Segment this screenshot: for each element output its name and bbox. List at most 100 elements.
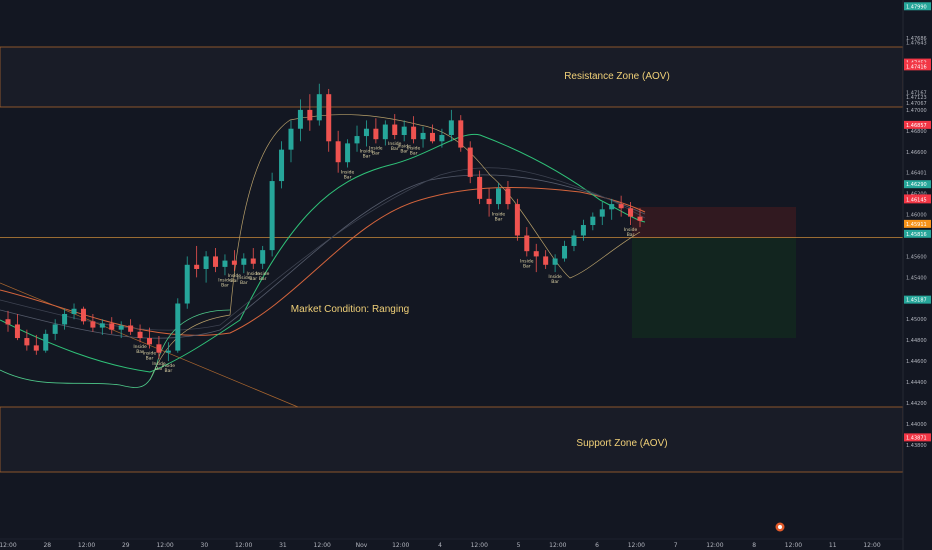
candle-body [411,126,417,140]
candle [514,198,520,241]
time-tick-label: 30 [201,542,209,549]
inside-bar-label: Bar [344,174,352,180]
time-tick-label: 12:00 [78,542,95,549]
price-tick-label: 1.44800 [906,338,927,344]
candle-body [562,245,568,259]
candle-body [543,256,549,265]
position-tool[interactable] [632,207,796,338]
svg-text:1.45816: 1.45816 [906,232,927,238]
resistance-zone: Resistance Zone (AOV) [0,46,904,108]
candle-body [222,260,228,267]
candle [571,230,577,252]
price-badge: 1.47990 [904,2,931,11]
candle-body [231,260,237,265]
time-axis[interactable]: 12:00 28 12:00 29 12:00 30 12:00 31 12:00 Nov 12:0… [0,538,903,549]
price-badge: 1.45911 [904,219,931,228]
price-tick-label: 1.43800 [906,443,927,449]
time-tick-label: 12:00 [471,542,488,549]
time-tick-label: 12:00 [0,542,17,549]
candle [222,254,228,276]
price-tick-label: 1.45400 [906,275,927,281]
candle-body [260,250,266,264]
inside-bar-label: Bar [372,150,380,156]
candle-body [477,176,483,199]
price-tick-label: 1.44200 [906,401,927,407]
candle-body [288,128,294,150]
candle [175,298,181,353]
inside-bar-label: Inside [162,363,176,369]
candle-body [618,204,624,209]
time-tick-label: 6 [595,542,599,549]
inside-bar-label: Inside [520,258,534,264]
candle [467,141,473,184]
candles [5,83,643,362]
time-tick-label: 12:00 [628,542,645,549]
time-tick-label: 12:00 [156,542,173,549]
market-condition-label: Market Condition: Ranging [291,304,409,315]
candle [307,94,313,131]
price-tick-label: 1.46000 [906,213,927,219]
price-badge: 1.46857 [904,120,931,129]
candle [14,313,20,341]
candle [213,248,219,273]
svg-text:1.45187: 1.45187 [906,298,927,304]
candle [486,188,492,217]
candle [496,183,502,210]
time-tick-label: 5 [517,542,521,549]
candle-body [458,120,464,148]
price-badge: 1.46290 [904,180,931,189]
candle [420,126,426,148]
candle-body [354,136,360,144]
time-tick-label: 31 [279,542,287,549]
take-profit-area[interactable] [632,238,796,338]
inside-bar-label: Inside [133,344,147,350]
candle-body [128,325,134,332]
candle [5,310,11,332]
ma-fast-tan [149,114,641,381]
inside-bar-label: Bar [495,216,503,222]
candle [373,118,379,144]
inside-bar-label: Bar [155,366,163,372]
candle [533,243,539,273]
time-tick-label: 12:00 [863,542,880,549]
stop-loss-area[interactable] [632,207,796,238]
candle-body [505,188,511,205]
candle-body [571,235,577,246]
inside-bar-label: Bar [363,154,371,160]
resistance-zone-label: Resistance Zone (AOV) [564,71,670,82]
inside-bar-label: Inside [143,351,157,357]
inside-bar-label: Inside [407,145,421,151]
candle [524,227,530,257]
candle [448,109,454,142]
candle-body [71,308,77,314]
price-tick-label: 1.44400 [906,380,927,386]
price-tick-label: 1.47000 [906,108,927,114]
inside-bar-label: Inside [152,361,166,367]
time-tick-label: 12:00 [314,542,331,549]
candle [552,254,558,273]
candle-body [52,324,58,334]
price-tick-label: 1.47686 [906,36,927,42]
price-tick-label: 1.46800 [906,129,927,135]
inside-bar-label: Bar [165,368,173,374]
price-tick-label: 1.46401 [906,171,927,177]
candle-body [137,331,143,339]
candle [363,120,369,147]
candle-body [297,109,303,129]
candle-body [156,344,162,353]
candle-body [99,323,105,328]
candle-body [392,124,398,136]
candle-body [241,258,247,265]
candle-body [175,303,181,351]
inside-bar-label: Inside [341,169,355,175]
candle [335,130,341,173]
price-badge: 1.45816 [904,229,931,238]
candle [184,256,190,309]
inside-bar-label: Inside [218,277,232,283]
inside-bar-label: Inside [237,275,251,281]
candle-body [118,325,124,330]
time-tick-label: 4 [438,542,442,549]
price-tick-label: 1.47643 [906,41,927,47]
